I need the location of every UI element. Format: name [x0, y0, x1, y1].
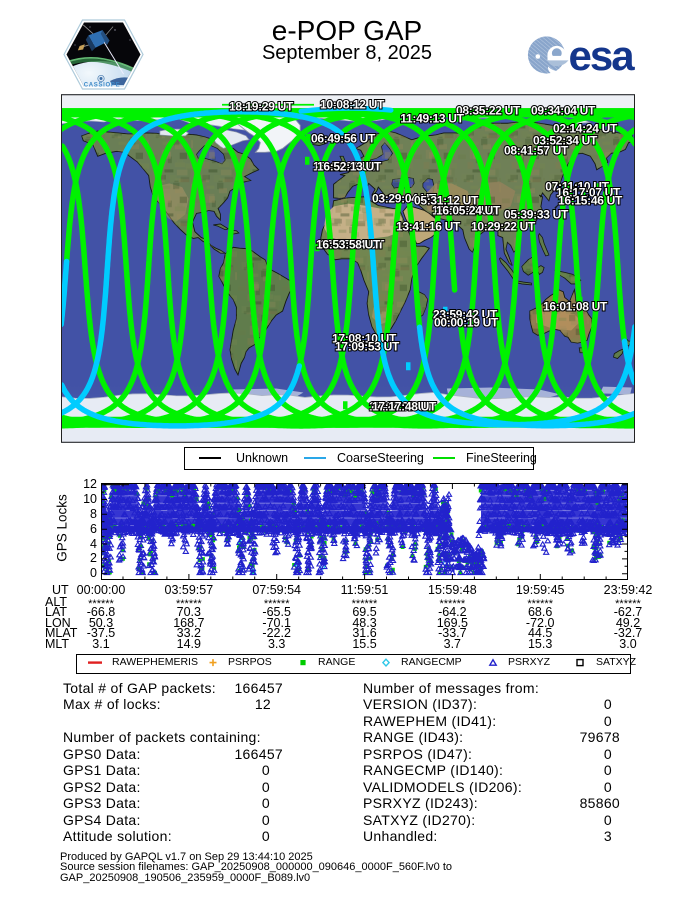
svg-text:03:52:34 UT: 03:52:34 UT [533, 133, 598, 147]
svg-text:17:17:48 UT: 17:17:48 UT [372, 399, 437, 413]
svg-text:16:53:58 UT: 16:53:58 UT [316, 237, 381, 251]
svg-text:06:49:56 UT: 06:49:56 UT [311, 131, 376, 145]
svg-text:05:39:33 UT: 05:39:33 UT [504, 207, 569, 221]
svg-text:11:49:13 UT: 11:49:13 UT [400, 111, 464, 125]
svg-text:16:01:08 UT: 16:01:08 UT [543, 299, 608, 313]
svg-text:16:45:24 UT: 16:45:24 UT [313, 159, 378, 173]
svg-text:08:35:22 UT: 08:35:22 UT [456, 103, 521, 117]
svg-text:16:17:07 UT: 16:17:07 UT [556, 185, 621, 199]
svg-text:CASSIOPE: CASSIOPE [84, 83, 121, 89]
svg-text:08:41:57 UT: 08:41:57 UT [504, 143, 569, 157]
svg-text:esa: esa [569, 33, 636, 79]
svg-text:00:00:19 UT: 00:00:19 UT [434, 315, 499, 329]
svg-text:03:29:04 UT: 03:29:04 UT [372, 191, 437, 205]
svg-text:10:29:22 UT: 10:29:22 UT [471, 219, 536, 233]
svg-text:18:19:29 UT: 18:19:29 UT [229, 99, 294, 113]
svg-text:16:52:13 UT: 16:52:13 UT [317, 159, 382, 173]
svg-text:17:09:53 UT: 17:09:53 UT [335, 339, 400, 353]
svg-text:10:08:12 UT: 10:08:12 UT [320, 97, 385, 111]
svg-text:16:15:46 UT: 16:15:46 UT [558, 193, 623, 207]
svg-text:16:55:54 UT: 16:55:54 UT [320, 237, 385, 251]
svg-text:02:14:24 UT: 02:14:24 UT [553, 121, 618, 135]
svg-text:17:17:33 UT: 17:17:33 UT [369, 399, 434, 413]
svg-text:07:11:10 UT: 07:11:10 UT [545, 179, 609, 193]
svg-text:09:34:04 UT: 09:34:04 UT [531, 103, 596, 117]
svg-text:13:41:16 UT: 13:41:16 UT [396, 219, 461, 233]
svg-text:17:08:10 UT: 17:08:10 UT [332, 331, 397, 345]
svg-text:23:59:42 UT: 23:59:42 UT [433, 307, 498, 321]
svg-text:16:05:24 UT: 16:05:24 UT [436, 203, 501, 217]
svg-text:18:05:26 UT: 18:05:26 UT [432, 203, 497, 217]
svg-text:05:31:12 UT: 05:31:12 UT [414, 193, 479, 207]
